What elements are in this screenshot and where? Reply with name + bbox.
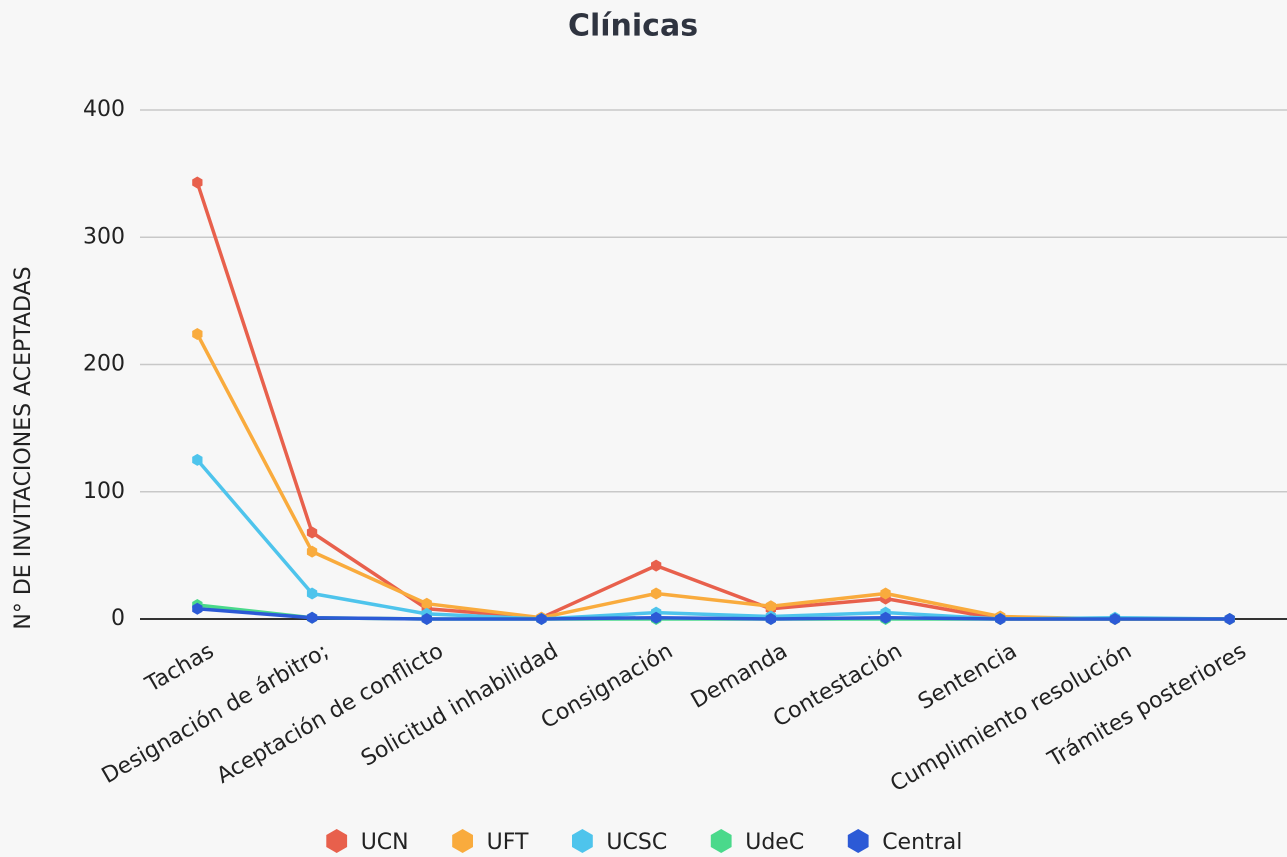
data-point <box>765 600 776 613</box>
data-point <box>1224 613 1235 625</box>
legend: UCN UFT UCSC UdeC Central <box>326 829 962 855</box>
y-tick-label: 400 <box>83 97 125 122</box>
legend-marker <box>847 829 869 853</box>
legend-marker <box>452 829 473 853</box>
legend-label: UdeC <box>745 830 804 855</box>
data-point <box>192 176 203 189</box>
data-point <box>192 328 203 340</box>
data-point <box>306 526 318 539</box>
legend-marker <box>571 829 593 853</box>
y-tick-label: 200 <box>83 352 125 377</box>
data-point <box>306 587 318 600</box>
data-point <box>880 587 891 600</box>
x-tick-label: Contestación <box>769 639 906 733</box>
series-line <box>195 333 1230 621</box>
y-tick-label: 300 <box>83 224 125 249</box>
y-tick-label: 0 <box>111 606 125 631</box>
chart-title: Clínicas <box>568 9 698 44</box>
y-axis-label: N° DE INVITACIONES ACEPTADAS <box>11 266 36 629</box>
x-tick-label: Demanda <box>687 639 792 714</box>
series-line <box>197 607 1230 621</box>
data-point <box>765 613 776 625</box>
legend-label: UFT <box>487 830 529 855</box>
data-point <box>306 545 318 558</box>
data-point <box>306 611 318 624</box>
data-point <box>1109 613 1121 625</box>
data-point <box>421 597 432 610</box>
series-line <box>195 458 1230 621</box>
data-point <box>421 613 432 625</box>
data-point <box>192 453 203 466</box>
data-point <box>995 613 1006 625</box>
x-tick-label: Solicitud inhabilidad <box>357 639 562 772</box>
series-line <box>195 181 1230 621</box>
x-tick-label: Trámites posteriores <box>1043 639 1250 773</box>
data-point <box>651 559 662 572</box>
x-tick-label: Tachas <box>141 639 219 698</box>
legend-label: Central <box>882 830 962 855</box>
legend-label: UCN <box>361 830 409 855</box>
legend-label: UCSC <box>606 830 667 855</box>
legend-marker <box>710 829 732 853</box>
data-point <box>651 611 662 624</box>
data-point <box>192 602 203 615</box>
legend-marker <box>326 829 348 853</box>
data-point <box>536 613 547 625</box>
x-tick-label: Sentencia <box>914 639 1021 715</box>
y-tick-label: 100 <box>83 479 125 504</box>
data-point <box>880 611 891 624</box>
data-point <box>651 587 662 600</box>
